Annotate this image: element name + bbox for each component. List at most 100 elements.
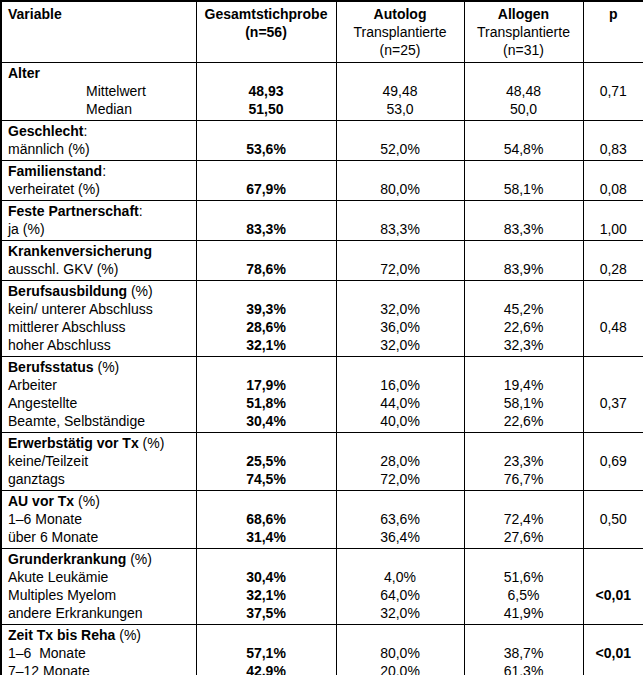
cell-value: 28,6% [197,318,336,336]
section-title-text: Geschlecht [8,123,83,139]
row-label: ausschl. GKV (%) [2,260,196,278]
cell-value: 32,0% [337,300,464,318]
variable-cell: Zeit Tx bis Reha (%) 1–6 Monate 7–12 Mon… [1,625,196,675]
spacer-line [197,202,336,220]
cell-value: 63,6% [337,510,464,528]
p-cell: 0,37 [583,357,643,433]
gesamt-cell: 25,5% 74,5% [196,433,336,491]
spacer-line [337,122,464,140]
cell-value: 54,8% [465,140,583,158]
allogen-cell: 45,2% 22,6% 32,3% [464,281,583,357]
row-label: hoher Abschluss [2,336,196,354]
section-au-vor-tx: AU vor Tx (%) 1–6 Monate über 6 Monate 6… [1,491,643,549]
cell-value: 49,48 [337,82,464,100]
section-title: Familienstand: [2,162,196,180]
section-title-suffix: (%) [127,283,153,299]
section-title: Grunderkrankung (%) [2,550,196,568]
p-cell: 0,28 [583,241,643,281]
section-title: Zeit Tx bis Reha (%) [2,626,196,644]
header-cell-gesamt: Gesamtstichprobe (n=56) [196,1,336,63]
p-value: 0,83 [584,140,643,158]
cell-value: 42,9% [197,662,336,675]
row-label: verheiratet (%) [2,180,196,198]
section-title-suffix: (%) [126,551,152,567]
allogen-cell: 72,4% 27,6% [464,491,583,549]
row-label: kein/ unterer Abschluss [2,300,196,318]
p-value: 0,50 [584,510,643,528]
variable-cell: Alter Mittelwert Median [1,63,196,121]
section-title-suffix: : [139,203,143,219]
header-cell-variable: Variable [1,1,196,63]
p-cell: <0,01 [583,549,643,625]
cell-value: 57,1% [197,644,336,662]
cell-value: 83,9% [465,260,583,278]
section-zeit-tx-bis-reha: Zeit Tx bis Reha (%) 1–6 Monate 7–12 Mon… [1,625,643,675]
row-label: 7–12 Monate [2,662,196,675]
cell-value: 39,3% [197,300,336,318]
section-title-text: Krankenversicherung [8,243,152,259]
section-grunderkrankung: Grunderkrankung (%) Akute Leukämie Multi… [1,549,643,625]
spacer-line [197,162,336,180]
spacer-line [584,376,643,394]
section-title-suffix: (%) [94,359,120,375]
section-title-text: Grunderkrankung [8,551,126,567]
gesamt-cell: 17,9% 51,8% 30,4% [196,357,336,433]
p-value: 0,69 [584,452,643,470]
section-title: Berufsstatus (%) [2,358,196,376]
cell-value: 17,9% [197,376,336,394]
cell-value: 41,9% [465,604,583,622]
spacer-line [337,550,464,568]
header-row: Variable Gesamtstichprobe (n=56) Autolog… [1,1,643,63]
gesamt-cell: 30,4% 32,1% 37,5% [196,549,336,625]
header-cell-autolog: Autolog Transplantierte (n=25) [336,1,464,63]
variable-cell: Feste Partnerschaft: ja (%) [1,201,196,241]
section-krankenversicherung: Krankenversicherung ausschl. GKV (%) 78,… [1,241,643,281]
spacer-line [197,122,336,140]
cell-value: 22,6% [465,318,583,336]
spacer-line [584,568,643,586]
spacer-line [197,282,336,300]
spacer-line [197,358,336,376]
row-label: Angestellte [2,394,196,412]
gesamt-cell: 53,6% [196,121,336,161]
p-value: <0,01 [584,644,643,662]
spacer-line [337,492,464,510]
gesamt-cell: 57,1% 42,9% [196,625,336,675]
cell-value: 67,9% [197,180,336,198]
spacer-line [465,626,583,644]
variable-cell: Geschlecht: männlich (%) [1,121,196,161]
row-label: ganztags [2,470,196,488]
p-value: 0,71 [584,82,643,100]
cell-value: 53,6% [197,140,336,158]
row-label: Akute Leukämie [2,568,196,586]
spacer-line [584,122,643,140]
column-header-autolog-line1: Autolog [337,5,464,23]
spacer-line [465,162,583,180]
section-title-text: Zeit Tx bis Reha [8,627,115,643]
spacer-line [465,492,583,510]
cell-value: 40,0% [337,412,464,430]
section-erwerbstaetig-vor-tx: Erwerbstätig vor Tx (%) keine/Teilzeit g… [1,433,643,491]
spacer-line [584,64,643,82]
column-header-autolog-line2: Transplantierte [337,23,464,41]
autolog-cell: 80,0% [336,161,464,201]
cell-value: 31,4% [197,528,336,546]
spacer-line [584,282,643,300]
page: Variable Gesamtstichprobe (n=56) Autolog… [0,0,643,675]
section-title-suffix: : [83,123,87,139]
section-title-text: Erwerbstätig vor Tx [8,435,139,451]
p-cell: 1,00 [583,201,643,241]
autolog-cell: 52,0% [336,121,464,161]
header-cell-p: p [583,1,643,63]
section-title-suffix: (%) [139,435,165,451]
row-label: andere Erkrankungen [2,604,196,622]
cell-value: 50,0 [465,100,583,118]
cell-value: 19,4% [465,376,583,394]
row-label: mittlerer Abschluss [2,318,196,336]
section-title-text: Familienstand [8,163,102,179]
column-header-allogen-line2: Transplantierte [465,23,583,41]
cell-value: 51,50 [197,100,336,118]
section-familienstand: Familienstand: verheiratet (%) 67,9% 80,… [1,161,643,201]
spacer-line [197,626,336,644]
cell-value: 27,6% [465,528,583,546]
